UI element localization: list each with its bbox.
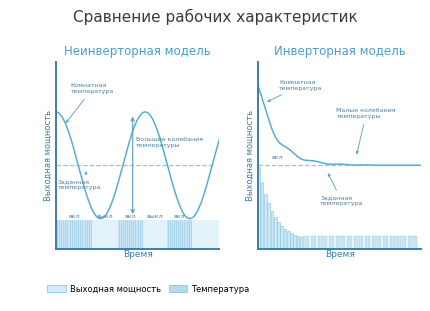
Bar xyxy=(361,236,363,249)
Bar xyxy=(258,167,260,249)
Bar xyxy=(415,236,417,249)
Bar xyxy=(293,235,296,249)
Bar xyxy=(270,211,273,249)
Y-axis label: Выходная мощность: Выходная мощность xyxy=(246,110,255,201)
Text: вкл: вкл xyxy=(173,214,185,219)
Text: вкл: вкл xyxy=(68,214,80,219)
Bar xyxy=(357,236,359,249)
Bar xyxy=(375,236,378,249)
Title: Неинверторная модель: Неинверторная модель xyxy=(64,45,211,58)
Text: вкл: вкл xyxy=(272,155,283,160)
Bar xyxy=(318,236,320,249)
Text: Большие колебания
температуры: Большие колебания температуры xyxy=(136,137,203,148)
Text: выкл: выкл xyxy=(147,214,163,219)
Bar xyxy=(386,236,388,249)
Bar xyxy=(280,226,283,249)
Legend: Выходная мощность, Температура: Выходная мощность, Температура xyxy=(47,285,250,294)
Bar xyxy=(321,236,324,249)
Text: Заданная
температура: Заданная температура xyxy=(58,172,101,190)
Bar xyxy=(350,236,353,249)
Bar xyxy=(264,194,267,249)
Bar xyxy=(287,231,290,249)
Text: выкл: выкл xyxy=(97,214,113,219)
Bar xyxy=(397,236,399,249)
Bar xyxy=(368,236,370,249)
Bar xyxy=(393,236,396,249)
Bar xyxy=(390,236,392,249)
Bar xyxy=(379,236,381,249)
Y-axis label: Выходная мощность: Выходная мощность xyxy=(44,110,53,201)
Bar xyxy=(332,236,335,249)
Bar xyxy=(339,236,342,249)
Text: Малые колебания
температуры: Малые колебания температуры xyxy=(336,108,396,154)
Bar xyxy=(336,236,338,249)
Bar xyxy=(404,236,406,249)
Bar xyxy=(283,229,286,249)
Bar xyxy=(267,203,270,249)
Bar xyxy=(383,236,385,249)
Text: Сравнение рабочих характеристик: Сравнение рабочих характеристик xyxy=(73,9,357,26)
Bar xyxy=(365,236,367,249)
Bar xyxy=(372,236,374,249)
X-axis label: Время: Время xyxy=(325,250,355,259)
Bar xyxy=(277,222,280,249)
Text: Заданная
температура: Заданная температура xyxy=(320,174,363,206)
Bar xyxy=(307,236,309,249)
Bar xyxy=(304,236,306,249)
Bar xyxy=(343,236,345,249)
Bar xyxy=(354,236,356,249)
Bar xyxy=(314,236,316,249)
Bar xyxy=(310,236,313,249)
Bar xyxy=(411,236,414,249)
Text: Комнатная
температура: Комнатная температура xyxy=(268,80,322,101)
Title: Инверторная модель: Инверторная модель xyxy=(274,45,405,58)
Text: Комнатная
температура: Комнатная температура xyxy=(66,83,114,122)
X-axis label: Время: Время xyxy=(123,250,153,259)
Bar xyxy=(300,237,303,249)
Bar xyxy=(297,236,299,249)
Bar xyxy=(290,234,293,249)
Bar xyxy=(274,217,276,249)
Bar xyxy=(329,236,331,249)
Bar xyxy=(400,236,403,249)
Bar xyxy=(347,236,349,249)
Bar xyxy=(261,182,264,249)
Bar xyxy=(325,236,327,249)
Text: вкл: вкл xyxy=(124,214,136,219)
Bar xyxy=(408,236,410,249)
